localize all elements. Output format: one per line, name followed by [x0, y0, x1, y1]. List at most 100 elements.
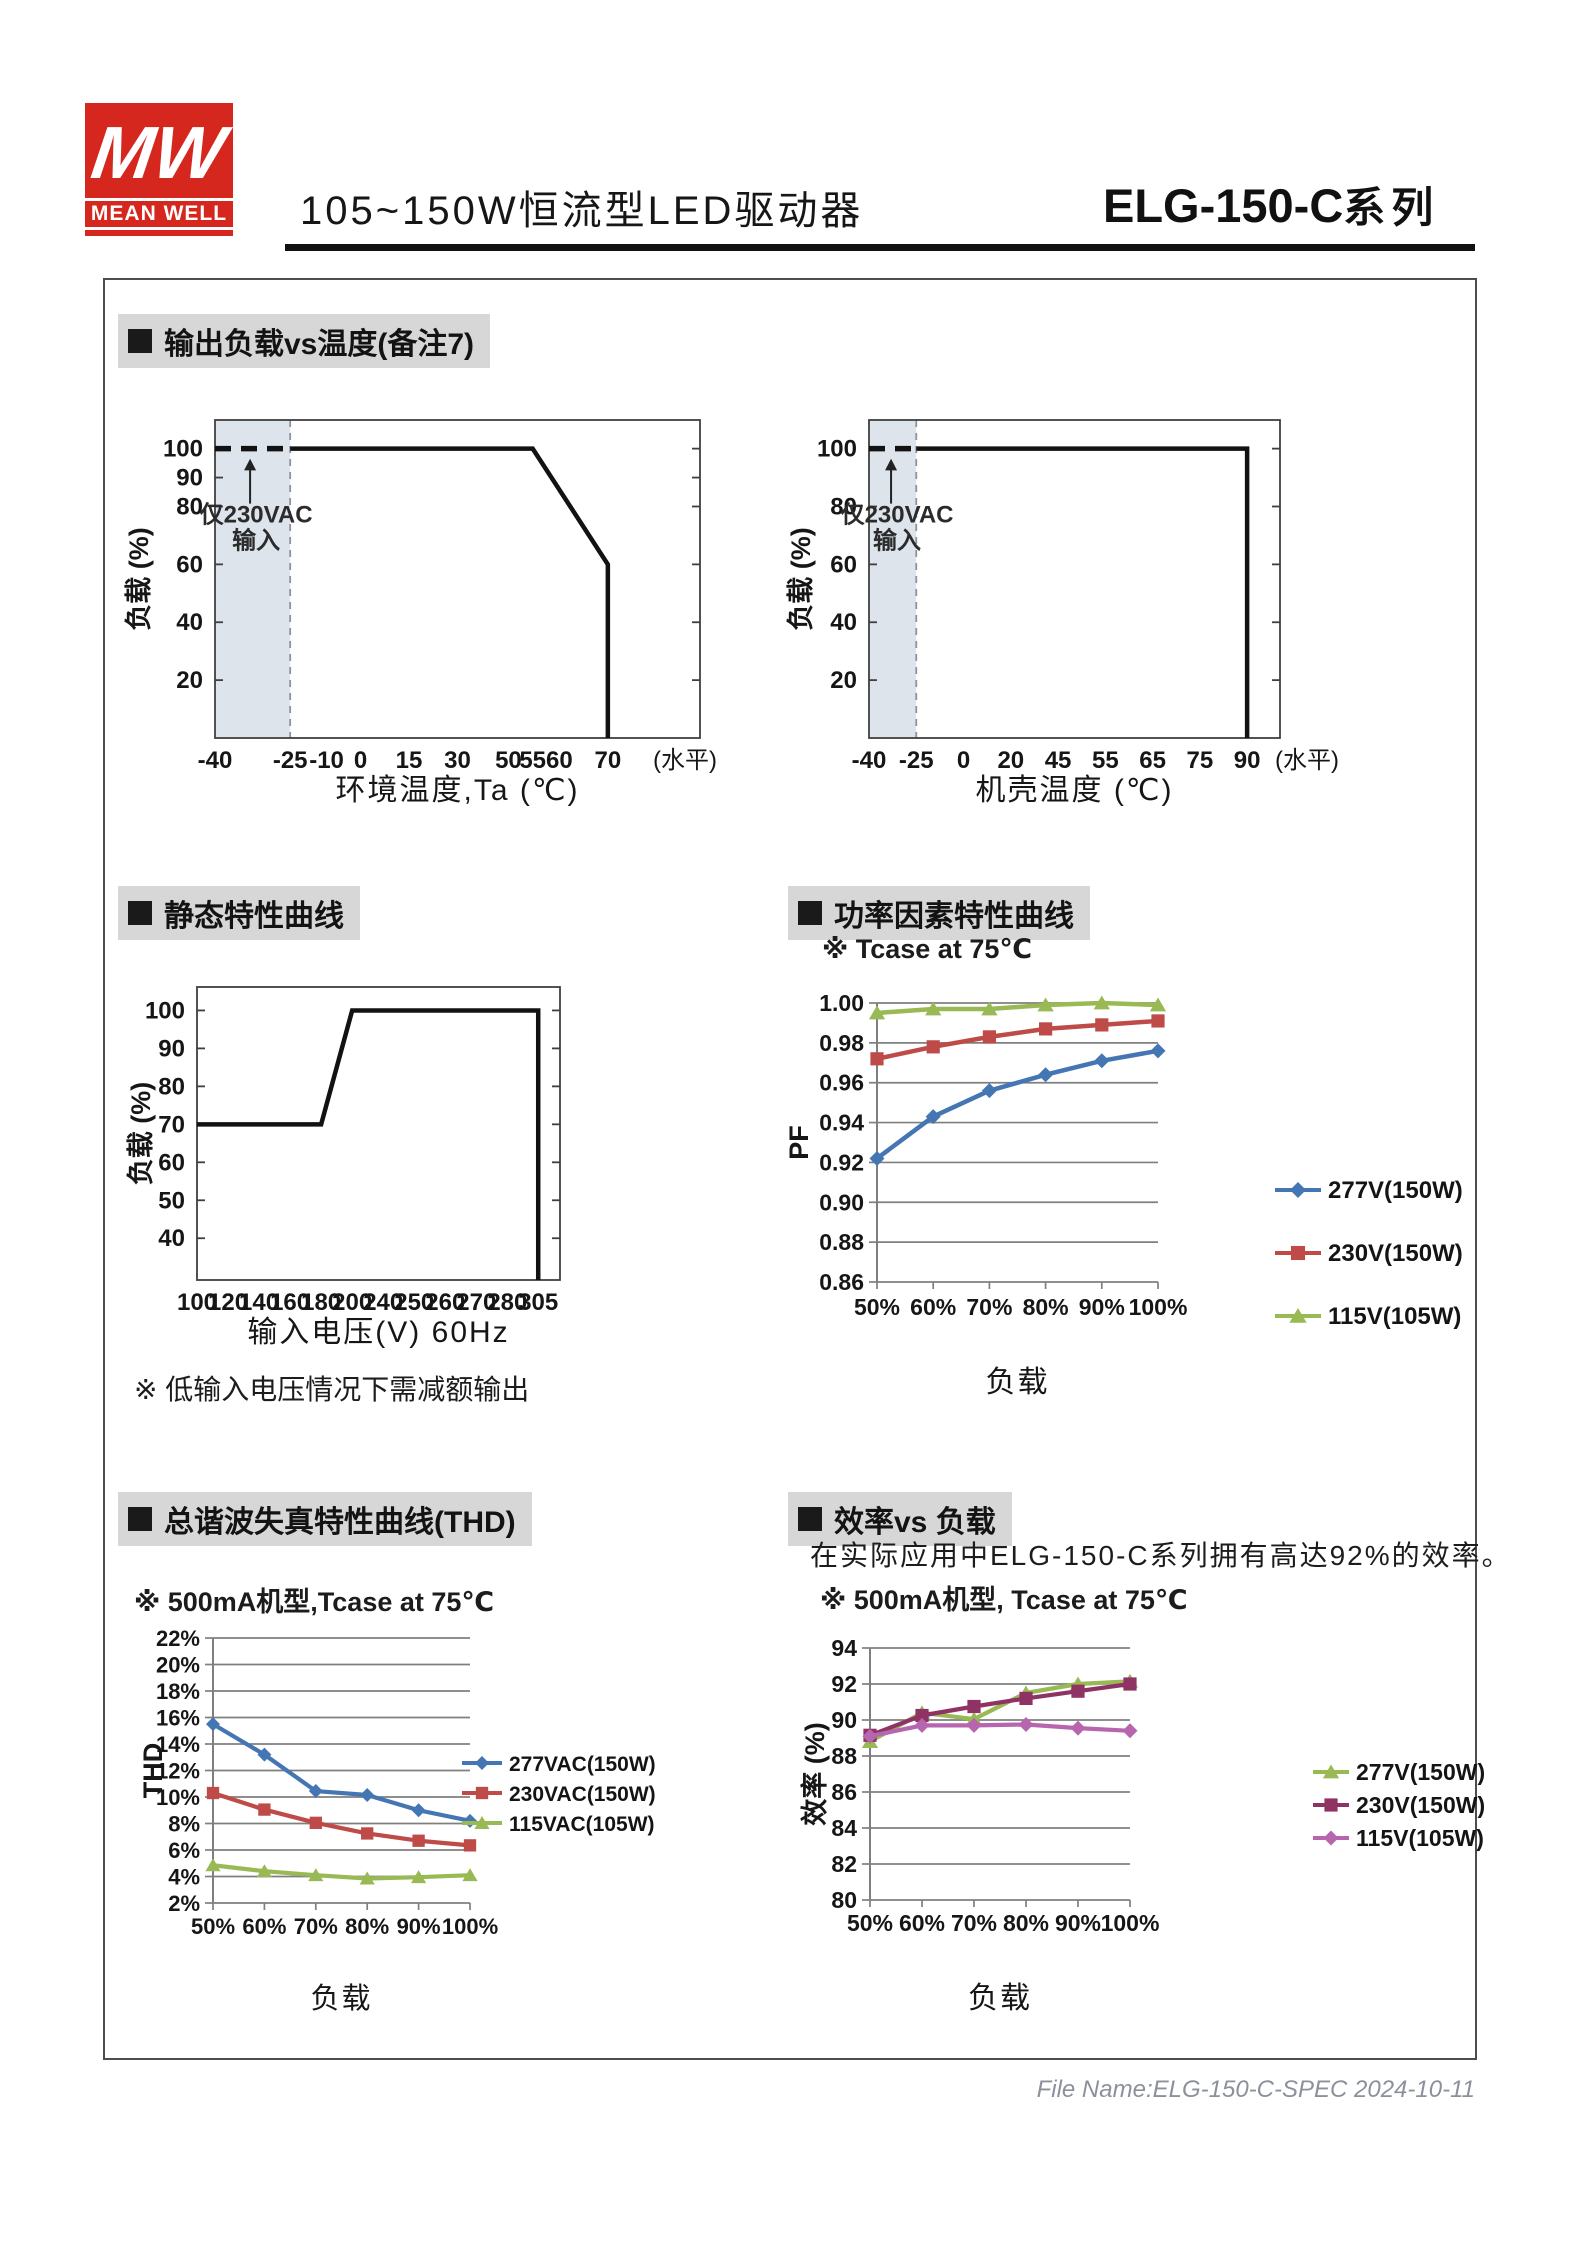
chart-load-vs-ambient-temp: 20 40 60 80 90 100 -40 -25 -10 0 15 30 50 55 60 70 (水平) 仅…	[110, 395, 800, 835]
svg-text:88: 88	[831, 1743, 857, 1769]
svg-text:4%: 4%	[168, 1865, 200, 1890]
svg-text:70%: 70%	[951, 1910, 997, 1936]
svg-text:90: 90	[176, 465, 203, 492]
svg-text:负载: 负载	[310, 1982, 372, 2015]
svg-text:90%: 90%	[1079, 1294, 1125, 1320]
svg-text:60: 60	[158, 1149, 185, 1176]
svg-text:100: 100	[163, 436, 203, 463]
chart-power-factor: 0.86 0.88 0.90 0.92 0.94 0.96 0.98 1.00 50% 60% 70…	[780, 930, 1487, 1415]
svg-text:60: 60	[176, 551, 203, 578]
svg-text:240: 240	[363, 1289, 403, 1316]
chart-efficiency: 80 82 84 86 88 90 92 94 50% 60% 70% 80% 90% 100% 277V(…	[780, 1560, 1487, 2037]
svg-text:305: 305	[518, 1289, 558, 1316]
svg-text:-25: -25	[273, 747, 308, 774]
svg-text:115V(105W): 115V(105W)	[1356, 1825, 1484, 1851]
svg-text:14%: 14%	[156, 1732, 200, 1757]
svg-text:280: 280	[487, 1289, 527, 1316]
svg-text:环境温度,Ta (℃): 环境温度,Ta (℃)	[335, 774, 579, 807]
svg-text:输入电压(V) 60Hz: 输入电压(V) 60Hz	[247, 1316, 509, 1349]
svg-text:-40: -40	[198, 747, 233, 774]
svg-text:(水平): (水平)	[653, 747, 717, 774]
svg-text:0: 0	[354, 747, 367, 774]
svg-text:负载: 负载	[986, 1366, 1050, 1399]
svg-text:115VAC(105W): 115VAC(105W)	[509, 1813, 655, 1836]
model-name: ELG-150-C	[1103, 179, 1344, 232]
svg-text:60: 60	[830, 551, 857, 578]
section-bullet-icon	[128, 329, 152, 353]
svg-text:65: 65	[1139, 747, 1166, 774]
svg-text:30: 30	[444, 747, 471, 774]
svg-text:140: 140	[239, 1289, 279, 1316]
section-title: 静态特性曲线	[164, 900, 344, 933]
svg-text:60%: 60%	[910, 1294, 956, 1320]
svg-text:-25: -25	[899, 747, 934, 774]
svg-text:180: 180	[301, 1289, 341, 1316]
section-static-curve: 静态特性曲线	[118, 886, 360, 940]
svg-text:50: 50	[495, 747, 522, 774]
svg-text:70: 70	[594, 747, 621, 774]
svg-text:50%: 50%	[847, 1910, 893, 1936]
svg-text:15: 15	[396, 747, 423, 774]
svg-text:-40: -40	[852, 747, 887, 774]
svg-text:45: 45	[1045, 747, 1072, 774]
svg-text:90: 90	[158, 1035, 185, 1062]
section-power-factor: 功率因素特性曲线	[788, 886, 1090, 940]
page-title: 105~150W恒流型LED驱动器	[300, 189, 864, 233]
svg-text:效率 (%): 效率 (%)	[799, 1722, 830, 1826]
section-bullet-icon	[798, 901, 822, 925]
svg-text:55: 55	[519, 747, 546, 774]
svg-text:20: 20	[176, 667, 203, 694]
svg-text:260: 260	[425, 1289, 465, 1316]
svg-text:50%: 50%	[191, 1914, 235, 1939]
svg-text:94: 94	[831, 1635, 857, 1661]
svg-text:100%: 100%	[1101, 1910, 1160, 1936]
svg-text:0: 0	[957, 747, 970, 774]
svg-text:55: 55	[1092, 747, 1119, 774]
static-derate-note: ※ 低输入电压情况下需减额输出	[134, 1374, 530, 1405]
svg-text:86: 86	[831, 1779, 857, 1805]
svg-text:70: 70	[158, 1111, 185, 1138]
svg-text:40: 40	[830, 609, 857, 636]
svg-text:200: 200	[332, 1289, 372, 1316]
svg-text:负载 (%): 负载 (%)	[126, 1082, 156, 1186]
chart-load-vs-case-temp: 20 40 60 80 100 -40 -25 0 20 45 55 65 75 90 (水平) 仅230VA…	[780, 395, 1480, 835]
svg-text:100: 100	[177, 1289, 217, 1316]
section-thd: 总谐波失真特性曲线(THD)	[118, 1492, 532, 1546]
svg-text:20: 20	[830, 667, 857, 694]
svg-text:80: 80	[158, 1073, 185, 1100]
svg-text:0.92: 0.92	[819, 1149, 864, 1175]
svg-text:12%: 12%	[156, 1759, 200, 1784]
svg-text:40: 40	[158, 1225, 185, 1252]
svg-text:18%: 18%	[156, 1679, 200, 1704]
svg-text:100%: 100%	[1129, 1294, 1188, 1320]
svg-text:输入: 输入	[873, 526, 921, 554]
svg-text:2%: 2%	[168, 1891, 200, 1916]
svg-text:0.96: 0.96	[819, 1070, 864, 1096]
svg-text:100: 100	[145, 997, 185, 1024]
svg-text:75: 75	[1187, 747, 1214, 774]
svg-text:90%: 90%	[397, 1914, 441, 1939]
thd-condition-note: ※ 500mA机型,Tcase at 75℃	[134, 1587, 495, 1617]
svg-text:120: 120	[208, 1289, 248, 1316]
section-title: 功率因素特性曲线	[834, 900, 1074, 933]
meanwell-logo: MW MEAN WELL	[80, 103, 238, 236]
svg-text:230VAC(150W): 230VAC(150W)	[509, 1783, 656, 1806]
svg-text:仅230VAC: 仅230VAC	[841, 501, 954, 528]
svg-text:100: 100	[817, 436, 857, 463]
svg-text:90: 90	[831, 1707, 857, 1733]
section-bullet-icon	[128, 901, 152, 925]
svg-text:82: 82	[831, 1851, 857, 1877]
section-title: 效率vs 负载	[834, 1506, 996, 1539]
svg-text:90%: 90%	[1055, 1910, 1101, 1936]
svg-text:92: 92	[831, 1671, 857, 1697]
svg-text:50%: 50%	[854, 1294, 900, 1320]
svg-text:0.86: 0.86	[819, 1269, 864, 1295]
svg-text:70%: 70%	[294, 1914, 338, 1939]
svg-text:70%: 70%	[966, 1294, 1012, 1320]
svg-text:40: 40	[176, 609, 203, 636]
svg-text:80%: 80%	[345, 1914, 389, 1939]
eff-condition-note: ※ 500mA机型, Tcase at 75℃	[820, 1585, 1188, 1615]
svg-text:277VAC(150W): 277VAC(150W)	[509, 1753, 656, 1776]
svg-text:90: 90	[1234, 747, 1261, 774]
